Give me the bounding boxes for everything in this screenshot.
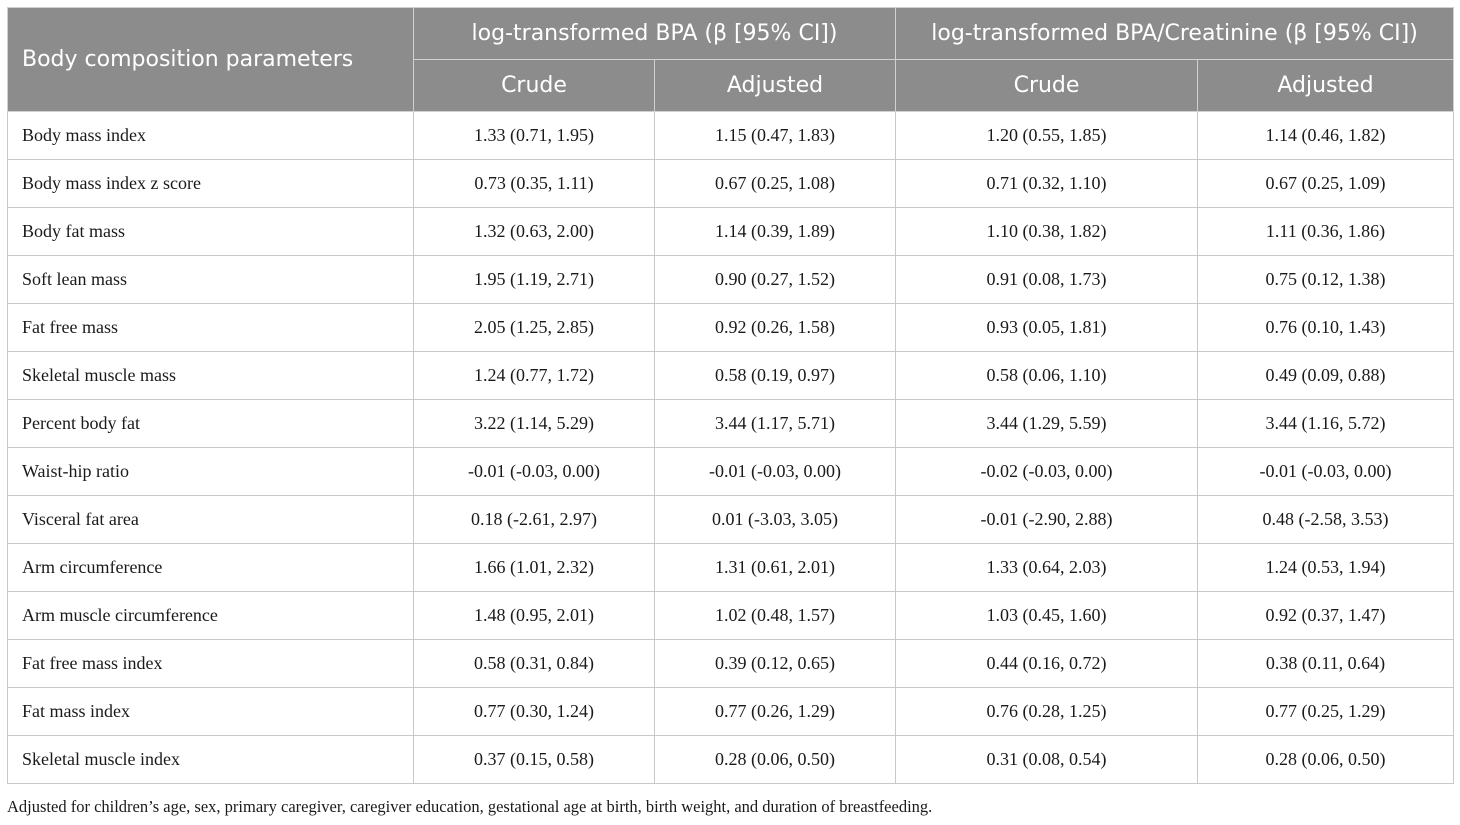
value-cell: 1.02 (0.48, 1.57) <box>653 591 897 640</box>
parameter-cell: Body mass index z score <box>7 159 414 208</box>
value-cell: 1.32 (0.63, 2.00) <box>413 207 655 256</box>
value-cell: 0.58 (0.31, 0.84) <box>413 639 655 688</box>
parameter-cell: Body mass index <box>7 111 414 160</box>
table-row: Body mass index z score 0.73 (0.35, 1.11)… <box>7 159 1455 208</box>
parameter-cell: Skeletal muscle mass <box>7 351 414 400</box>
value-cell: 1.15 (0.47, 1.83) <box>653 111 897 160</box>
parameter-cell: Fat free mass <box>7 303 414 352</box>
parameter-cell: Soft lean mass <box>7 255 414 304</box>
parameter-cell: Percent body fat <box>7 399 414 448</box>
results-table: Body composition parameters log-transfor… <box>7 7 1455 784</box>
value-cell: 0.28 (0.06, 0.50) <box>653 735 897 784</box>
value-cell: 0.92 (0.26, 1.58) <box>653 303 897 352</box>
value-cell: 0.90 (0.27, 1.52) <box>653 255 897 304</box>
value-cell: 0.75 (0.12, 1.38) <box>1197 255 1455 304</box>
subheader-bpa-creatinine-crude: Crude <box>895 59 1199 112</box>
value-cell: 1.20 (0.55, 1.85) <box>895 111 1199 160</box>
value-cell: 0.76 (0.10, 1.43) <box>1197 303 1455 352</box>
value-cell: 0.77 (0.30, 1.24) <box>413 687 655 736</box>
value-cell: 0.77 (0.26, 1.29) <box>653 687 897 736</box>
parameter-cell: Waist-hip ratio <box>7 447 414 496</box>
value-cell: 0.58 (0.19, 0.97) <box>653 351 897 400</box>
value-cell: 0.48 (-2.58, 3.53) <box>1197 495 1455 544</box>
value-cell: 0.38 (0.11, 0.64) <box>1197 639 1455 688</box>
table-row: Fat free mass 2.05 (1.25, 2.85) 0.92 (0.26… <box>7 303 1455 352</box>
parameter-cell: Visceral fat area <box>7 495 414 544</box>
row-label-header: Body composition parameters <box>7 7 414 112</box>
parameter-cell: Body fat mass <box>7 207 414 256</box>
subheader-bpa-adjusted: Adjusted <box>653 59 897 112</box>
value-cell: 3.22 (1.14, 5.29) <box>413 399 655 448</box>
value-cell: 3.44 (1.17, 5.71) <box>653 399 897 448</box>
table-row: Waist-hip ratio -0.01 (-0.03, 0.00) -0.01 … <box>7 447 1455 496</box>
table-row: Arm muscle circumference 1.48 (0.95, 2.01… <box>7 591 1455 640</box>
value-cell: 0.67 (0.25, 1.08) <box>653 159 897 208</box>
table-row: Fat free mass index 0.58 (0.31, 0.84) 0.39… <box>7 639 1455 688</box>
table-row: Body fat mass 1.32 (0.63, 2.00) 1.14 (0.39… <box>7 207 1455 256</box>
results-table-container: Body composition parameters log-transfor… <box>7 7 1455 784</box>
value-cell: 3.44 (1.16, 5.72) <box>1197 399 1455 448</box>
parameter-cell: Arm muscle circumference <box>7 591 414 640</box>
table-row: Percent body fat 3.22 (1.14, 5.29) 3.44 (1… <box>7 399 1455 448</box>
table-row: Arm circumference 1.66 (1.01, 2.32) 1.31 (… <box>7 543 1455 592</box>
value-cell: 0.67 (0.25, 1.09) <box>1197 159 1455 208</box>
value-cell: 1.24 (0.53, 1.94) <box>1197 543 1455 592</box>
value-cell: 0.92 (0.37, 1.47) <box>1197 591 1455 640</box>
value-cell: 1.24 (0.77, 1.72) <box>413 351 655 400</box>
value-cell: -0.01 (-0.03, 0.00) <box>653 447 897 496</box>
value-cell: 0.44 (0.16, 0.72) <box>895 639 1199 688</box>
value-cell: -0.01 (-2.90, 2.88) <box>895 495 1199 544</box>
value-cell: 2.05 (1.25, 2.85) <box>413 303 655 352</box>
value-cell: 0.18 (-2.61, 2.97) <box>413 495 655 544</box>
value-cell: -0.01 (-0.03, 0.00) <box>413 447 655 496</box>
table-footnote: Adjusted for children’s age, sex, primar… <box>7 797 933 816</box>
value-cell: 1.14 (0.46, 1.82) <box>1197 111 1455 160</box>
value-cell: 1.33 (0.64, 2.03) <box>895 543 1199 592</box>
value-cell: 0.77 (0.25, 1.29) <box>1197 687 1455 736</box>
value-cell: 0.93 (0.05, 1.81) <box>895 303 1199 352</box>
subheader-bpa-crude: Crude <box>413 59 655 112</box>
parameter-cell: Fat free mass index <box>7 639 414 688</box>
parameter-cell: Arm circumference <box>7 543 414 592</box>
table-body: Body mass index 1.33 (0.71, 1.95) 1.15 (0.… <box>7 111 1455 784</box>
value-cell: 0.73 (0.35, 1.11) <box>413 159 655 208</box>
value-cell: 0.58 (0.06, 1.10) <box>895 351 1199 400</box>
value-cell: 0.31 (0.08, 0.54) <box>895 735 1199 784</box>
table-row: Soft lean mass 1.95 (1.19, 2.71) 0.90 (0.2… <box>7 255 1455 304</box>
value-cell: 1.95 (1.19, 2.71) <box>413 255 655 304</box>
parameter-cell: Skeletal muscle index <box>7 735 414 784</box>
value-cell: -0.02 (-0.03, 0.00) <box>895 447 1199 496</box>
value-cell: 1.11 (0.36, 1.86) <box>1197 207 1455 256</box>
value-cell: 1.03 (0.45, 1.60) <box>895 591 1199 640</box>
value-cell: 1.14 (0.39, 1.89) <box>653 207 897 256</box>
table-row: Body mass index 1.33 (0.71, 1.95) 1.15 (0.… <box>7 111 1455 160</box>
value-cell: 0.49 (0.09, 0.88) <box>1197 351 1455 400</box>
value-cell: 0.37 (0.15, 0.58) <box>413 735 655 784</box>
value-cell: 0.01 (-3.03, 3.05) <box>653 495 897 544</box>
value-cell: 3.44 (1.29, 5.59) <box>895 399 1199 448</box>
group-header-bpa-creatinine: log-transformed BPA/Creatinine (β [95% C… <box>895 7 1455 60</box>
value-cell: 1.10 (0.38, 1.82) <box>895 207 1199 256</box>
group-header-bpa: log-transformed BPA (β [95% CI]) <box>412 7 897 60</box>
value-cell: 0.28 (0.06, 0.50) <box>1197 735 1455 784</box>
value-cell: 0.76 (0.28, 1.25) <box>895 687 1199 736</box>
value-cell: 1.31 (0.61, 2.01) <box>653 543 897 592</box>
table-row: Skeletal muscle index 0.37 (0.15, 0.58) 0.… <box>7 735 1455 784</box>
value-cell: 0.91 (0.08, 1.73) <box>895 255 1199 304</box>
value-cell: -0.01 (-0.03, 0.00) <box>1197 447 1455 496</box>
table-header: Body composition parameters log-transfor… <box>7 7 1455 112</box>
table-row: Fat mass index 0.77 (0.30, 1.24) 0.77 (0.2… <box>7 687 1455 736</box>
table-row: Visceral fat area 0.18 (-2.61, 2.97) 0.01 … <box>7 495 1455 544</box>
value-cell: 0.39 (0.12, 0.65) <box>653 639 897 688</box>
subheader-bpa-creatinine-adjusted: Adjusted <box>1197 59 1455 112</box>
table-row: Skeletal muscle mass 1.24 (0.77, 1.72) 0.5… <box>7 351 1455 400</box>
value-cell: 1.66 (1.01, 2.32) <box>413 543 655 592</box>
value-cell: 1.33 (0.71, 1.95) <box>413 111 655 160</box>
value-cell: 0.71 (0.32, 1.10) <box>895 159 1199 208</box>
parameter-cell: Fat mass index <box>7 687 414 736</box>
value-cell: 1.48 (0.95, 2.01) <box>413 591 655 640</box>
